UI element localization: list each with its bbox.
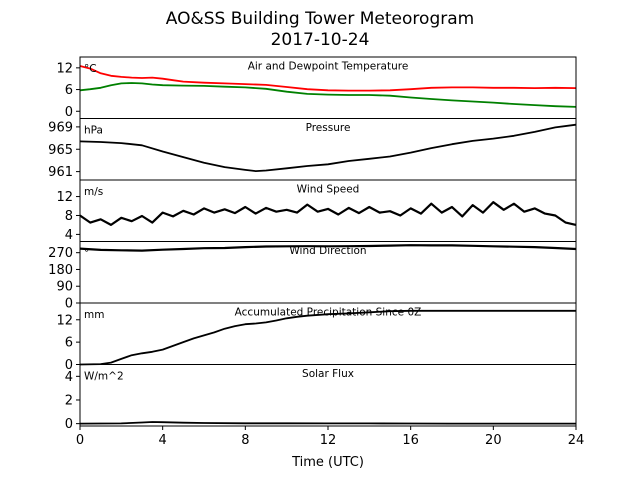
panel-unit: W/m^2 [84, 371, 124, 383]
panel-title: Air and Dewpoint Temperature [248, 61, 409, 73]
series-line-5-1 [79, 309, 576, 366]
y-tick-label: 969 [48, 120, 73, 135]
panel-unit: hPa [84, 125, 103, 137]
panel-title: Wind Direction [289, 245, 366, 257]
panel-5: 0 6 12 Accumulated Precipitation Since 0Z mm [56, 302, 577, 373]
y-tick-label: 180 [48, 263, 73, 278]
y-tick-label: 12 [56, 61, 73, 76]
y-tick-label: 6 [65, 336, 73, 351]
panel-title: Pressure [306, 122, 351, 134]
y-tick-label: 8 [65, 209, 73, 224]
y-tick-label: 90 [56, 280, 73, 295]
panel-2: 961 965 969 Pressure hPa [48, 118, 577, 181]
x-tick-label: 8 [241, 433, 249, 448]
series-line-1-1 [79, 65, 577, 92]
panel-unit: ° [84, 248, 89, 260]
y-tick-label: 4 [65, 370, 73, 385]
y-tick-label: 965 [48, 143, 73, 158]
y-tick-label: 2 [65, 393, 73, 408]
figure-title: AO&SS Building Tower Meteorogram [166, 9, 474, 29]
x-tick-label: 4 [159, 433, 167, 448]
y-tick-label: 12 [56, 313, 73, 328]
series-line-3-1 [79, 201, 577, 226]
x-tick-label: 16 [402, 433, 419, 448]
x-axis-label: Time (UTC) [291, 455, 364, 470]
x-tick-label: 0 [76, 433, 84, 448]
x-tick-label: 24 [568, 433, 585, 448]
y-tick-label: 0 [65, 297, 73, 312]
series-line-2-1 [79, 123, 577, 173]
y-tick-label: 0 [65, 105, 73, 120]
series-line-4-1 [79, 244, 577, 252]
panel-title: Solar Flux [302, 368, 354, 380]
y-tick-label: 6 [65, 83, 73, 98]
series-line-1-2 [79, 82, 577, 108]
panel-title: Wind Speed [297, 184, 360, 196]
panel-1: 0 6 12 Air and Dewpoint Temperature °C [56, 56, 577, 120]
y-tick-label: 0 [65, 417, 73, 432]
x-axis: 0 4 8 12 16 20 24 [76, 426, 584, 448]
panel-6: 0 2 4 Solar Flux W/m^2 [65, 364, 577, 432]
panel-unit: °C [84, 63, 97, 75]
y-tick-label: 4 [65, 228, 73, 243]
y-tick-label: 961 [48, 165, 73, 180]
panel-title: Accumulated Precipitation Since 0Z [235, 307, 422, 319]
panel-4: 0 90 180 270 Wind Direction ° [48, 241, 577, 312]
panel-unit: mm [84, 309, 104, 321]
series-line-6-1 [79, 421, 576, 425]
y-tick-label: 0 [65, 358, 73, 373]
figure-date: 2017-10-24 [271, 30, 370, 50]
x-tick-label: 12 [320, 433, 337, 448]
panels: 0 6 12 Air and Dewpoint Temperature °C 961 965… [48, 56, 577, 432]
x-tick-label: 20 [485, 433, 502, 448]
y-tick-label: 270 [48, 246, 73, 261]
y-tick-label: 12 [56, 190, 73, 205]
panel-3: 4 8 12 Wind Speed m/s [56, 179, 577, 243]
panel-unit: m/s [84, 186, 103, 198]
